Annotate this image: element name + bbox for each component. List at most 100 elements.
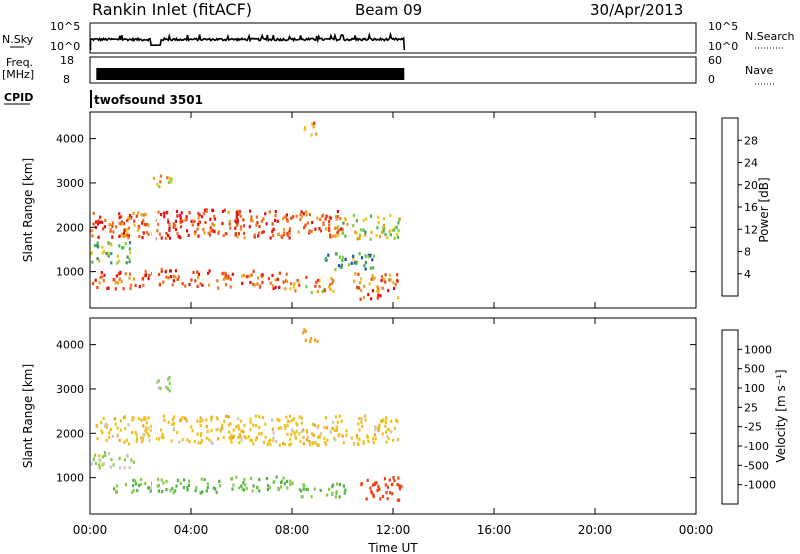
velocity-cell <box>141 438 145 442</box>
power-cell <box>329 287 332 291</box>
power-cell <box>289 287 292 291</box>
velocity-cell <box>187 483 190 488</box>
velocity-cell <box>134 431 137 435</box>
power-ylabel: Slant Range [km] <box>21 158 35 262</box>
power-cell <box>96 244 99 248</box>
velocity-cell <box>393 426 396 430</box>
velocity-cell <box>111 434 114 438</box>
power-cell <box>124 234 127 238</box>
velocity-blob <box>95 414 400 447</box>
power-colorbar-tick-label: 28 <box>744 134 758 147</box>
velocity-cell <box>238 435 241 439</box>
power-cell <box>389 278 392 282</box>
velocity-cell <box>184 416 187 420</box>
power-cell <box>257 234 260 238</box>
velocity-cell <box>103 424 107 428</box>
power-cell <box>285 279 289 283</box>
velocity-cell <box>313 423 316 427</box>
power-cell <box>197 216 200 220</box>
velocity-cell <box>391 492 394 496</box>
velocity-cell <box>191 429 194 433</box>
power-cell <box>228 222 231 226</box>
power-cell <box>168 176 172 180</box>
velocity-cell <box>137 483 141 488</box>
power-cell <box>118 216 121 220</box>
power-cell <box>132 277 135 281</box>
power-cell <box>178 235 181 239</box>
velocity-cell <box>291 481 294 485</box>
velocity-cell <box>255 436 258 440</box>
power-cell <box>258 231 261 235</box>
power-cell <box>120 215 123 219</box>
velocity-cell <box>199 416 202 420</box>
velocity-cell <box>385 440 388 444</box>
power-cell <box>259 284 262 288</box>
power-cell <box>196 227 199 231</box>
velocity-cell <box>305 437 309 441</box>
velocity-cell <box>275 475 278 479</box>
power-blob <box>216 269 288 291</box>
power-cell <box>127 233 130 237</box>
power-cell <box>382 226 385 230</box>
power-cell <box>384 273 387 277</box>
velocity-cell <box>301 495 304 499</box>
velocity-cell <box>101 431 104 435</box>
power-cell <box>267 277 270 281</box>
velocity-cell <box>105 438 108 443</box>
velocity-cell <box>264 422 267 426</box>
velocity-cell <box>171 422 174 426</box>
velocity-cell <box>286 486 289 490</box>
velocity-cell <box>168 375 171 380</box>
nave-tick-bottom: 0 <box>708 73 715 86</box>
velocity-cell <box>123 458 126 462</box>
velocity-cell <box>302 487 305 491</box>
power-cell <box>209 217 212 221</box>
velocity-cell <box>131 490 134 494</box>
time-tick-label: 00:00 <box>73 523 108 537</box>
power-cell <box>187 233 190 237</box>
velocity-cell <box>384 424 387 428</box>
power-cell <box>358 236 361 240</box>
velocity-cell <box>396 498 399 502</box>
power-cell <box>100 220 104 224</box>
power-cell <box>174 219 178 223</box>
power-cell <box>122 231 126 235</box>
velocity-cell <box>329 429 332 434</box>
power-cell <box>203 208 206 212</box>
velocity-cell <box>210 418 213 422</box>
power-cell <box>330 277 333 281</box>
power-cell <box>211 209 215 213</box>
velocity-cell <box>355 434 358 438</box>
velocity-cell <box>335 490 338 494</box>
velocity-cell <box>338 414 341 418</box>
velocity-cell <box>109 427 112 431</box>
velocity-cell <box>331 491 334 495</box>
power-cell <box>362 296 366 300</box>
velocity-cell <box>378 423 381 427</box>
power-cell <box>362 218 365 222</box>
power-cell <box>202 227 205 232</box>
velocity-cell <box>280 485 283 489</box>
velocity-cell <box>119 419 122 423</box>
power-cell <box>188 211 191 215</box>
power-cell <box>319 229 322 233</box>
power-cell <box>179 218 182 222</box>
power-cell <box>249 280 252 285</box>
velocity-cell <box>92 457 96 461</box>
power-cell <box>379 294 382 298</box>
velocity-cell <box>230 435 233 440</box>
power-cell <box>102 279 105 283</box>
power-cell <box>357 272 360 276</box>
velocity-cell <box>206 429 209 434</box>
time-tick-label: 04:00 <box>174 523 209 537</box>
velocity-cell <box>277 426 280 430</box>
power-cell <box>116 254 119 258</box>
power-cell <box>393 228 396 232</box>
velocity-cell <box>208 438 211 442</box>
power-cell <box>352 257 355 261</box>
velocity-cell <box>127 442 131 446</box>
velocity-cell <box>373 433 376 437</box>
power-cell <box>175 209 179 214</box>
power-colorbar-tick-label: 12 <box>744 223 758 236</box>
power-cell <box>255 215 258 219</box>
